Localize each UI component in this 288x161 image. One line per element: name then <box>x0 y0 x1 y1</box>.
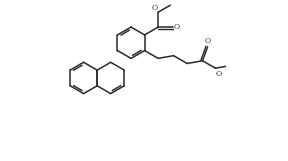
Text: O: O <box>151 4 157 12</box>
Text: O: O <box>216 70 222 78</box>
Text: O: O <box>204 38 211 45</box>
Text: O: O <box>174 23 180 31</box>
